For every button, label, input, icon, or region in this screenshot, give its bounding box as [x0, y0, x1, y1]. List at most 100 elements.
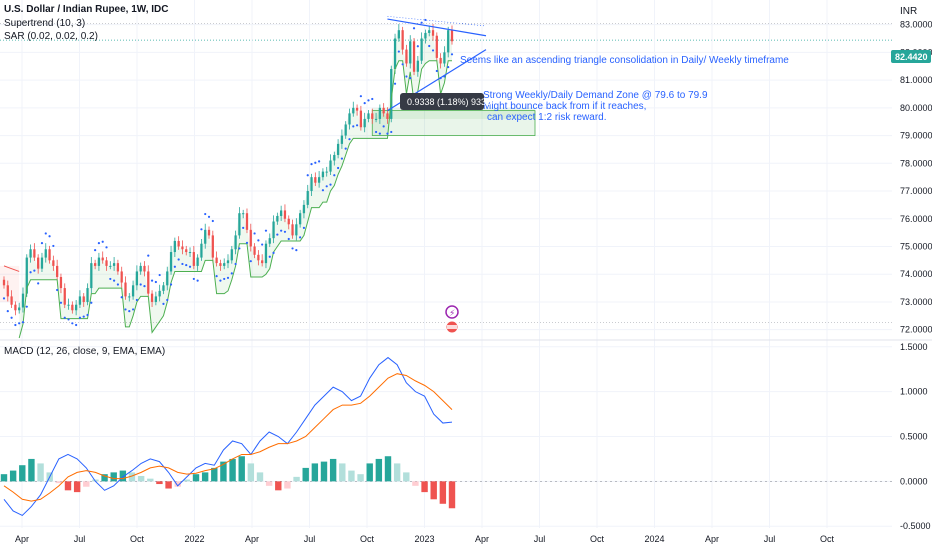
macd-histogram-bar: [430, 481, 437, 500]
candle-body: [302, 204, 306, 214]
sar-dot: [128, 310, 131, 313]
sar-dot: [2, 297, 6, 300]
sar-dot: [204, 212, 207, 216]
measure-tooltip[interactable]: 0.9338 (1.18%) 9338: [400, 93, 491, 110]
sar-dot: [207, 215, 211, 218]
sar-dot: [386, 132, 389, 135]
macd-histogram-bar: [83, 481, 90, 487]
sar-dots: [2, 18, 454, 327]
candle-body: [371, 113, 374, 119]
candle-body: [181, 246, 184, 250]
last-price-text: 82.4420: [895, 52, 928, 62]
time-tick-label: Jul: [304, 534, 316, 544]
sar-dot: [299, 236, 302, 239]
candle-body: [348, 113, 351, 125]
candle-body: [14, 304, 17, 311]
macd-legend[interactable]: MACD (12, 26, close, 9, EMA, EMA): [4, 346, 166, 357]
sar-dot: [37, 282, 40, 285]
macd-histogram-bar: [439, 481, 447, 504]
sar-dot: [268, 255, 271, 258]
sar-dot: [431, 49, 435, 52]
candle-body: [82, 296, 85, 302]
sar-dot: [428, 44, 431, 48]
macd-histogram-bar: [9, 470, 17, 482]
sar-dot: [200, 228, 203, 231]
sar-dot: [257, 239, 260, 242]
macd-axis[interactable]: 1.5000 1.0000 0.5000 0.0000 -0.5000: [900, 342, 931, 531]
time-tick-label: Jul: [74, 534, 86, 544]
candle-body: [139, 265, 142, 272]
candle-body: [40, 257, 44, 269]
candle-body: [234, 235, 237, 250]
sar-dot: [211, 219, 214, 223]
sar-dot: [78, 316, 82, 319]
candle-body: [450, 30, 454, 42]
sar-dot: [113, 279, 116, 282]
triangle-annotation[interactable]: Seems like an ascending triangle consoli…: [460, 55, 789, 66]
time-tick-label: Apr: [15, 534, 29, 544]
sar-dot: [177, 258, 180, 261]
macd-histogram-bar: [247, 463, 255, 482]
sar-dot: [401, 63, 404, 66]
sar-dot: [25, 305, 28, 308]
candle-body: [272, 221, 275, 239]
sar-dot: [158, 273, 161, 277]
candle-body: [135, 271, 139, 286]
sar-dot: [378, 132, 381, 135]
sar-dot: [105, 246, 108, 249]
sar-dot: [18, 322, 21, 325]
price-axis[interactable]: 83.000082.000081.000080.000079.000078.00…: [900, 20, 932, 335]
supertrend-legend[interactable]: Supertrend (10, 3): [4, 18, 86, 29]
candle-body: [367, 113, 370, 119]
candle-body: [192, 252, 195, 266]
candle-body: [230, 249, 233, 261]
candle-body: [447, 30, 450, 53]
sar-dot: [261, 243, 264, 246]
macd-histogram-bar: [183, 479, 191, 482]
candle-body: [435, 35, 438, 58]
event-icons[interactable]: ⚡: [445, 305, 459, 334]
sar-dot: [166, 298, 169, 302]
candle-body: [261, 260, 264, 264]
sar-dot: [325, 185, 328, 188]
candle-body: [333, 154, 336, 161]
sar-dot: [435, 69, 438, 73]
candle-body: [169, 252, 173, 272]
macd-line: [3, 356, 453, 517]
candle-body: [196, 257, 199, 266]
flag-stripe: [447, 325, 457, 329]
chart-title[interactable]: U.S. Dollar / Indian Rupee, 1W, IDC: [4, 4, 169, 15]
sar-dot: [291, 247, 294, 250]
supertrend-down-line: [3, 265, 20, 272]
supertrend-fill-area: [19, 30, 453, 338]
triangle-note-text: Seems like an ascending triangle consoli…: [460, 55, 789, 66]
time-tick-label: 2022: [184, 534, 204, 544]
sar-dot: [230, 272, 233, 275]
lightning-icon[interactable]: [445, 305, 459, 319]
zone-annotation[interactable]: Strong Weekly/Daily Demand Zone @ 79.6 t…: [483, 90, 708, 123]
sar-dot: [238, 247, 241, 250]
sar-dot: [185, 263, 188, 267]
macd-histogram-bar: [339, 463, 346, 482]
supertrend-up-line: [18, 60, 452, 339]
sar-legend[interactable]: SAR (0.02, 0.02, 0.2): [4, 31, 98, 42]
candle-body: [412, 41, 416, 72]
macd-histogram-bar: [220, 461, 227, 482]
sar-dot: [272, 251, 275, 254]
time-tick-label: 2024: [644, 534, 664, 544]
candle-body: [336, 143, 340, 155]
candle-body: [90, 263, 93, 289]
sar-dot: [412, 27, 416, 30]
sar-dot: [253, 232, 256, 235]
time-tick-label: Oct: [590, 534, 605, 544]
time-axis[interactable]: Apr Jul Oct 2022 Apr Jul Oct 2023 Apr Jul Oct 2024 A…: [15, 534, 835, 544]
macd-histogram-bar: [375, 458, 383, 482]
time-tick-label: Jul: [534, 534, 546, 544]
sar-dot: [390, 130, 393, 134]
candle-body: [416, 60, 419, 72]
sar-dot: [249, 260, 252, 263]
time-tick-label: Apr: [475, 534, 489, 544]
macd-histogram-bar: [165, 481, 172, 489]
macd-histogram-bar: [201, 472, 209, 482]
